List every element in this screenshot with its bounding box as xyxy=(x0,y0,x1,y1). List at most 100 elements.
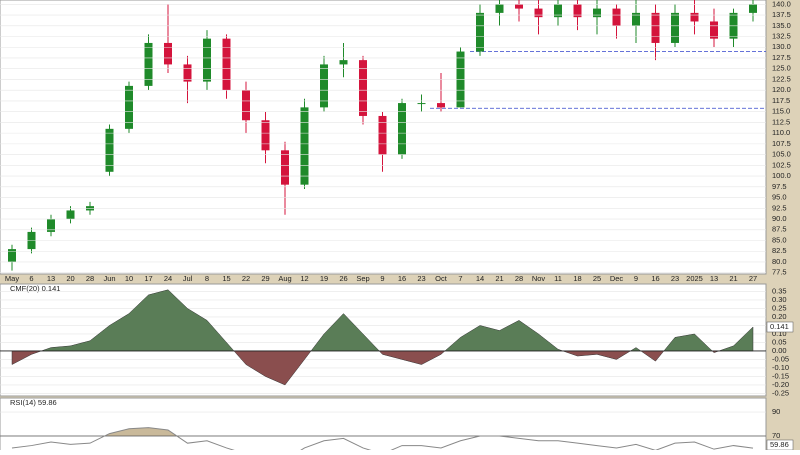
x-tick-label: 17 xyxy=(144,274,152,283)
y-tick-label: 0.35 xyxy=(772,286,787,295)
y-tick-label: 0.10 xyxy=(772,329,787,338)
x-tick-label: 13 xyxy=(47,274,55,283)
x-tick-label: 28 xyxy=(515,274,523,283)
x-tick-label: 7 xyxy=(458,274,462,283)
candle-body xyxy=(8,249,16,262)
cmf-area-positive xyxy=(11,289,754,351)
y-tick-label: 112.5 xyxy=(772,117,790,126)
x-tick-label: 22 xyxy=(242,274,250,283)
candle-body xyxy=(125,85,133,129)
y-tick-label: 125.0 xyxy=(772,64,791,73)
x-tick-label: Jun xyxy=(103,274,115,283)
candle-body xyxy=(261,120,270,151)
cmf-title: CMF(20) 0.141 xyxy=(10,284,60,293)
x-tick-label: May xyxy=(5,274,19,283)
y-tick-label: 135.0 xyxy=(772,21,791,30)
x-tick-label: Dec xyxy=(610,274,624,283)
x-tick-label: 21 xyxy=(729,274,737,283)
candle-body xyxy=(378,115,387,155)
y-tick-label: 100.0 xyxy=(772,171,791,180)
candle-body xyxy=(164,42,172,65)
y-tick-label: -0.20 xyxy=(772,380,789,389)
candle-body xyxy=(203,38,211,82)
candle-body xyxy=(710,21,718,39)
rsi-title: RSI(14) 59.86 xyxy=(10,398,57,407)
x-tick-label: 25 xyxy=(593,274,601,283)
x-tick-label: 29 xyxy=(261,274,269,283)
x-tick-label: 11 xyxy=(554,274,562,283)
candle-body xyxy=(534,8,543,18)
y-tick-label: 85.0 xyxy=(772,235,787,244)
y-tick-label: 0.00 xyxy=(772,346,787,355)
x-tick-label: Aug xyxy=(278,274,291,283)
candle-body xyxy=(593,8,601,18)
x-tick-label: 19 xyxy=(320,274,328,283)
x-tick-label: 27 xyxy=(749,274,757,283)
x-tick-label: 20 xyxy=(66,274,74,283)
candle-body xyxy=(554,4,562,18)
x-tick-label: 15 xyxy=(222,274,230,283)
y-tick-label: 0.25 xyxy=(772,303,787,312)
y-tick-label: 0.30 xyxy=(772,295,787,304)
y-tick-label: 102.5 xyxy=(772,160,791,169)
rsi-panel xyxy=(0,397,767,455)
candle-body xyxy=(47,219,55,232)
candle-body xyxy=(417,103,426,105)
y-tick-label: 82.5 xyxy=(772,246,787,255)
x-tick-label: Oct xyxy=(435,274,448,283)
candle-body xyxy=(242,90,250,121)
y-tick-label: 127.5 xyxy=(772,53,791,62)
candle-body xyxy=(495,4,504,13)
x-tick-label: 18 xyxy=(573,274,581,283)
candle-body xyxy=(281,150,289,185)
x-tick-label: 10 xyxy=(125,274,133,283)
y-tick-label: 80.0 xyxy=(772,257,787,266)
candle-body xyxy=(339,60,348,65)
y-tick-label: 90.0 xyxy=(772,214,787,223)
x-tick-label: 13 xyxy=(710,274,718,283)
y-tick-label: -0.05 xyxy=(772,354,789,363)
y-tick-label: 137.5 xyxy=(772,10,791,19)
y-tick-label: 0.05 xyxy=(772,337,787,346)
candle-body xyxy=(612,8,621,26)
x-tick-label: 23 xyxy=(417,274,425,283)
y-tick-label: 110.0 xyxy=(772,128,790,137)
y-tick-label: 97.5 xyxy=(772,182,787,191)
candle-body xyxy=(651,12,660,43)
cmf-area-negative xyxy=(11,351,754,386)
candle-body xyxy=(749,4,757,13)
x-tick-label: 24 xyxy=(164,274,172,283)
candle-body xyxy=(105,128,114,172)
candle-body xyxy=(398,103,406,155)
candle-body xyxy=(573,4,582,18)
candle-body xyxy=(144,42,153,86)
candle-body xyxy=(183,64,192,82)
x-tick-label: 14 xyxy=(476,274,484,283)
x-tick-label: 2025 xyxy=(686,274,703,283)
y-tick-label: 140.0 xyxy=(772,0,791,8)
y-tick-label: -0.25 xyxy=(772,388,789,397)
y-tick-label: 87.5 xyxy=(772,225,787,234)
y-tick-label: 115.0 xyxy=(772,107,790,116)
last-value-label: 0.141 xyxy=(770,322,789,331)
y-tick-label: 105.0 xyxy=(772,150,791,159)
y-tick-label: 107.5 xyxy=(772,139,791,148)
y-tick-label: 130.0 xyxy=(772,42,791,51)
x-tick-label: 26 xyxy=(339,274,347,283)
last-value-label: 59.86 xyxy=(770,440,789,449)
x-tick-label: Nov xyxy=(532,274,546,283)
candle-body xyxy=(476,12,484,52)
y-tick-label: -0.15 xyxy=(772,371,789,380)
x-tick-label: 16 xyxy=(398,274,406,283)
candle-body xyxy=(222,38,231,91)
y-tick-label: 77.5 xyxy=(772,268,787,277)
x-tick-label: 9 xyxy=(380,274,384,283)
candle-body xyxy=(359,60,367,116)
candle-body xyxy=(437,103,445,108)
y-tick-label: 117.5 xyxy=(772,96,790,105)
x-tick-label: 8 xyxy=(205,274,209,283)
candle-body xyxy=(632,12,640,26)
rsi-line xyxy=(11,427,754,450)
